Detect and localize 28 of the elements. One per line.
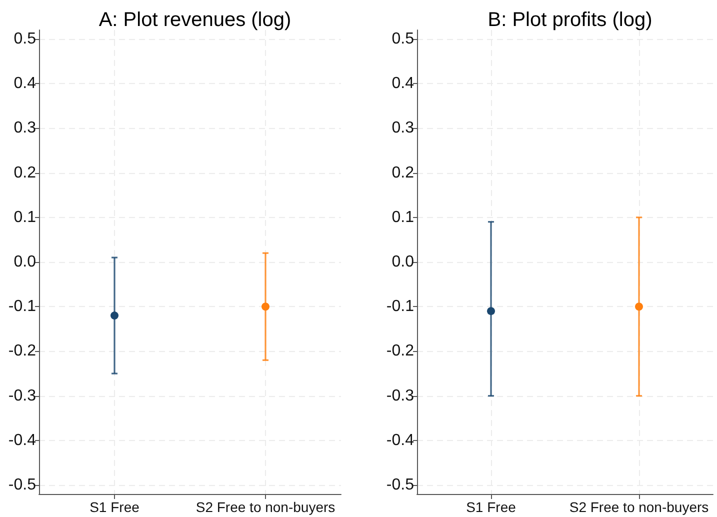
y-tick-label: 0.5 (14, 30, 36, 48)
y-tick-label: -0.2 (386, 342, 414, 360)
y-tick-label: 0.0 (392, 254, 414, 270)
y-tick-label: 0.4 (392, 75, 414, 92)
y-tick-label: -0.1 (386, 298, 414, 316)
y-tick-label: 0.2 (14, 164, 36, 182)
x-tick-label: S2 Free to non-buyers (196, 499, 336, 515)
chart-title: B: Plot profits (log) (488, 9, 652, 31)
y-tick-label: 0.1 (14, 208, 36, 226)
y-tick-label: -0.2 (8, 342, 36, 360)
y-tick-label: -0.5 (386, 476, 414, 494)
y-tick-label: 0.1 (392, 208, 414, 226)
y-tick-label: 0.2 (392, 164, 414, 182)
y-tick-label: -0.4 (8, 432, 36, 449)
y-tick-label: -0.1 (8, 298, 36, 316)
y-tick-label: 0.0 (14, 254, 36, 270)
y-tick-label: 0.3 (392, 120, 414, 137)
y-tick-label: -0.4 (386, 432, 414, 449)
x-tick-label: S1 Free (466, 499, 516, 515)
y-tick-label: -0.3 (8, 387, 36, 404)
y-tick-label: 0.3 (14, 120, 36, 137)
chart-title: A: Plot revenues (log) (98, 9, 292, 31)
y-tick-label: -0.3 (386, 387, 414, 404)
y-tick-label: 0.4 (14, 75, 36, 92)
x-tick-label: S2 Free to non-buyers (569, 499, 709, 515)
y-tick-label: -0.5 (8, 476, 36, 494)
x-tick-label: S1 Free (90, 499, 140, 515)
y-tick-label: 0.5 (392, 30, 414, 48)
